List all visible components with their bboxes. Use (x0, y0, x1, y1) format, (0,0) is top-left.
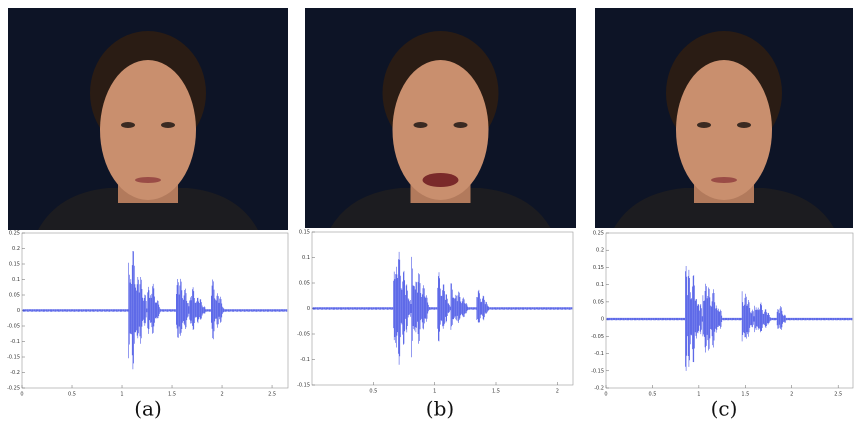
y-tick-label: 0.1 (12, 277, 20, 283)
y-tick-label: 0.05 (593, 299, 604, 305)
x-tick-label: 0.5 (68, 392, 76, 398)
x-tick-label: 2 (790, 392, 793, 398)
y-tick-label: 0 (17, 308, 20, 314)
y-tick-label: 0.25 (593, 231, 604, 237)
plot-frame (605, 232, 854, 389)
x-tick-label: 1.5 (492, 389, 500, 395)
x-tick-label: 2.5 (268, 392, 276, 398)
caption: (b) (426, 397, 454, 421)
mouth (422, 173, 459, 187)
eye-left (121, 122, 135, 128)
y-tick-label: 0.1 (302, 255, 310, 261)
waveform (312, 251, 573, 365)
x-tick-label: 0.5 (648, 392, 656, 398)
y-tick-label: 0.25 (9, 231, 20, 237)
y-tick-label: -0.1 (10, 339, 20, 345)
y-tick-label: -0.05 (7, 324, 20, 330)
x-tick-label: 1 (120, 392, 123, 398)
eye-left (697, 122, 711, 128)
eye-right (453, 122, 468, 128)
y-tick-label: -0.1 (594, 351, 604, 357)
y-tick-label: -0.15 (591, 368, 604, 374)
waveform (606, 266, 853, 371)
y-tick-label: 0.05 (299, 281, 310, 287)
face (392, 60, 489, 200)
shirt (38, 188, 258, 230)
eye-left (413, 122, 428, 128)
y-tick-label: -0.05 (591, 334, 604, 340)
y-tick-label: -0.1 (300, 357, 310, 363)
caption: (c) (711, 397, 738, 421)
x-tick-label: 0.5 (369, 389, 377, 395)
face (100, 60, 196, 200)
shirt (614, 188, 834, 228)
x-tick-label: 1 (697, 392, 700, 398)
face (676, 60, 772, 200)
eye-right (737, 122, 751, 128)
y-tick-label: 0.05 (9, 293, 20, 299)
y-tick-label: -0.25 (7, 386, 20, 392)
caption: (a) (134, 397, 162, 421)
x-tick-label: 1 (433, 389, 436, 395)
y-tick-label: -0.15 (297, 383, 310, 389)
y-tick-label: 0.2 (12, 246, 20, 252)
x-tick-label: 2.5 (834, 392, 842, 398)
shirt (330, 188, 551, 228)
x-tick-label: 0 (604, 392, 607, 398)
y-tick-label: 0.15 (593, 265, 604, 271)
mouth (711, 177, 737, 183)
eye-right (161, 122, 175, 128)
mouth (135, 177, 161, 183)
x-tick-label: 1.5 (168, 392, 176, 398)
y-tick-label: -0.05 (297, 332, 310, 338)
x-tick-label: 1.5 (741, 392, 749, 398)
y-tick-label: 0.15 (299, 230, 310, 236)
y-tick-label: 0.15 (9, 262, 20, 268)
y-tick-label: 0.2 (596, 248, 604, 254)
x-tick-label: 2 (220, 392, 223, 398)
y-tick-label: -0.15 (7, 355, 20, 361)
y-tick-label: 0 (601, 317, 604, 323)
x-tick-label: 0 (20, 392, 23, 398)
y-tick-label: -0.2 (594, 386, 604, 392)
y-tick-label: 0 (307, 306, 310, 312)
y-tick-label: 0.1 (596, 282, 604, 288)
waveform (22, 251, 288, 370)
y-tick-label: -0.2 (10, 370, 20, 376)
x-tick-label: 2 (556, 389, 559, 395)
